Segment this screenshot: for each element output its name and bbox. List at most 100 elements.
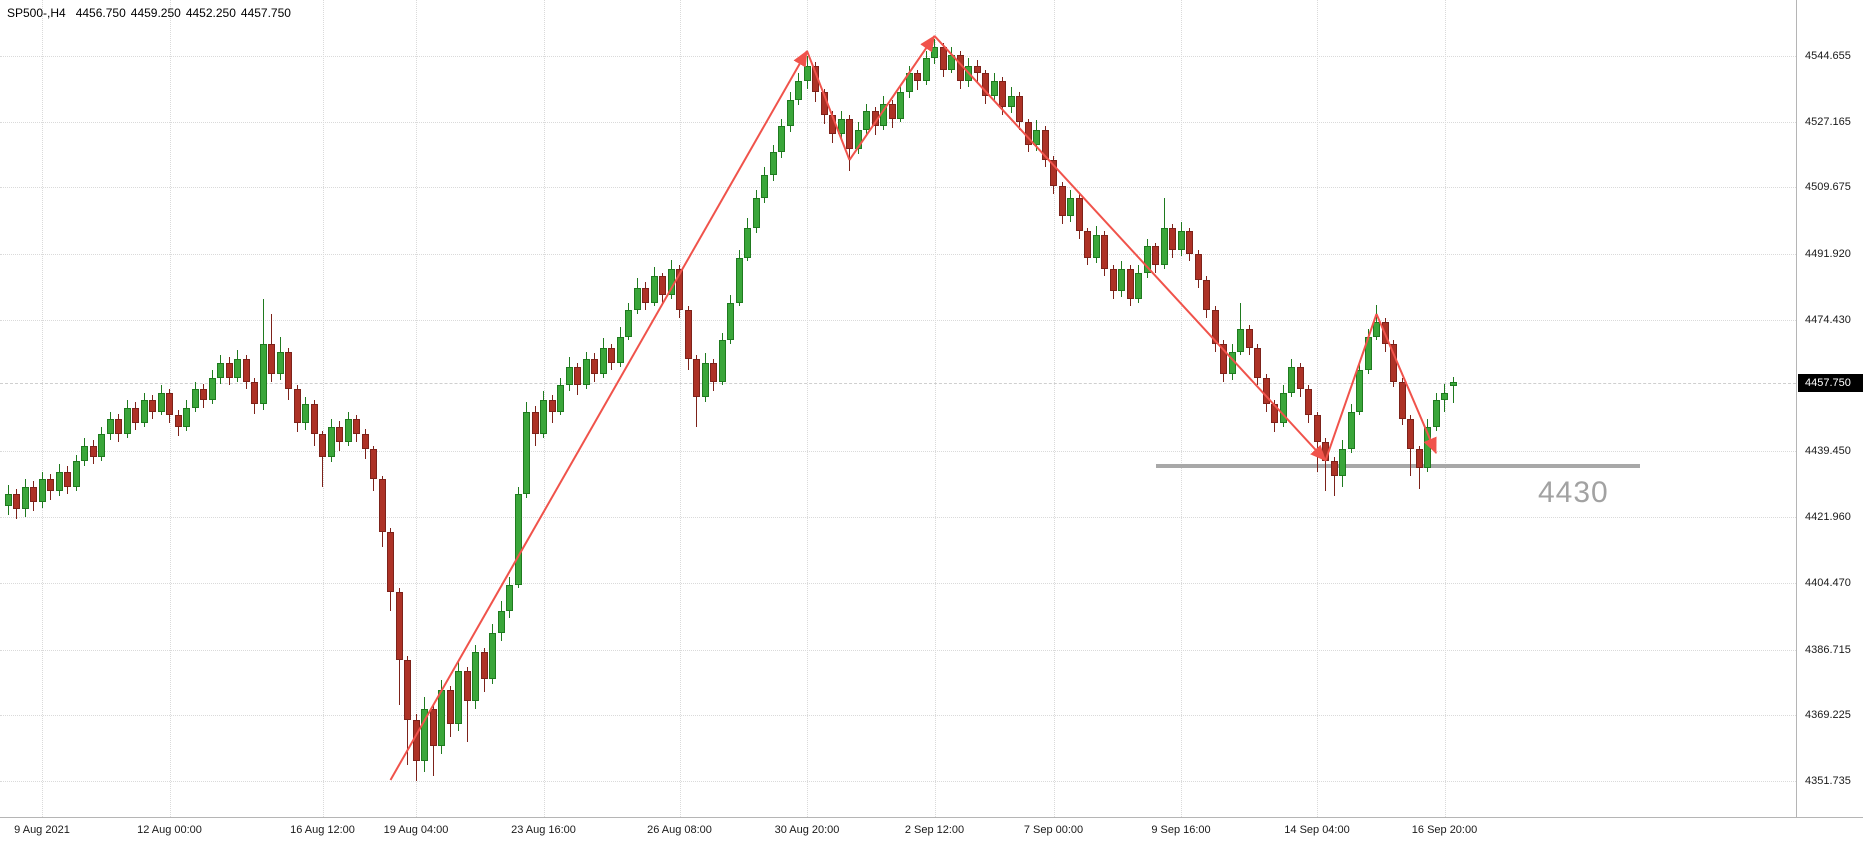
candle-body [718, 340, 726, 382]
candle-body [1407, 419, 1414, 450]
candle-body [251, 381, 258, 405]
candle-body [234, 359, 241, 378]
candle-body [1024, 122, 1032, 145]
candle-body [21, 486, 29, 510]
candle-body [285, 351, 292, 390]
candle-body [599, 347, 607, 375]
current-price-line [0, 382, 1796, 384]
candle-body [803, 65, 811, 81]
candle-body [1245, 329, 1253, 348]
time-axis-label: 16 Aug 12:00 [290, 824, 355, 836]
candle-body [1109, 268, 1117, 292]
price-axis-label: 4369.225 [1805, 709, 1851, 722]
candle-body [64, 471, 71, 487]
ohlc-low-value: 4452.250 [185, 6, 236, 20]
candle-body [1058, 186, 1066, 217]
price-axis[interactable]: 4457.750 4544.655 4527.165 4509.675 4491.92… [1796, 0, 1863, 817]
candle-body [659, 276, 666, 296]
candle-body [166, 392, 173, 416]
candle-body [310, 404, 318, 435]
price-axis-label: 4421.960 [1805, 511, 1851, 524]
candle-body [956, 54, 964, 81]
candle-body [276, 351, 284, 375]
candle-body [880, 103, 887, 127]
chart-plot-area[interactable]: 4430 SP500-,H4 4456.750 4459.250 4452.250 44… [0, 0, 1796, 817]
candle-body [1118, 268, 1125, 292]
price-axis-label: 4544.655 [1805, 50, 1851, 62]
candle-body [1356, 370, 1363, 412]
candle-body [557, 385, 564, 412]
candle-body [1424, 426, 1431, 469]
candle-body [1075, 197, 1083, 232]
price-axis-label: 4509.675 [1805, 181, 1851, 194]
candle-body [1398, 381, 1406, 420]
candle-body [1322, 441, 1329, 461]
candle-body [259, 344, 267, 405]
grid-line-h [0, 451, 1796, 453]
candle-body [72, 460, 80, 487]
ohlc-close-value: 4457.750 [240, 6, 291, 20]
candle-body [786, 99, 794, 127]
time-axis-label: 14 Sep 04:00 [1284, 824, 1350, 836]
candle-body [1067, 197, 1074, 217]
candle-body [1126, 268, 1134, 299]
candle-body [1143, 246, 1151, 273]
grid-line-h [0, 517, 1796, 519]
candle-body [378, 479, 386, 532]
candle-body [1364, 336, 1372, 371]
candle-body [769, 152, 777, 175]
candle-body [1432, 400, 1440, 427]
candle-body [1228, 351, 1236, 375]
candle-body [387, 531, 394, 593]
candle-body [395, 592, 403, 660]
candle-body [795, 81, 802, 100]
current-price-tag: 4457.750 [1798, 373, 1863, 392]
candle-body [1288, 366, 1295, 393]
candle-body [1330, 460, 1338, 476]
grid-line-h [0, 319, 1796, 321]
candles-layer [4, 38, 1457, 782]
time-axis-label: 26 Aug 08:00 [647, 824, 712, 836]
candle-body [55, 471, 63, 491]
candle-body [1390, 344, 1397, 382]
candle-body [506, 584, 513, 611]
grid-line-h [0, 582, 1796, 584]
grid-line-h [0, 780, 1796, 782]
candle-body [38, 479, 46, 502]
candle-body [1449, 382, 1457, 387]
candle-body [497, 610, 505, 634]
time-axis-label: 16 Sep 20:00 [1411, 824, 1478, 836]
candle-body [965, 65, 972, 81]
candle-body [1169, 227, 1176, 251]
candle-body [4, 494, 12, 506]
candle-body [676, 268, 683, 311]
price-axis-label: 4386.715 [1805, 643, 1851, 656]
candle-body [1203, 280, 1210, 311]
symbol-timeframe-label: SP500-,H4 [7, 6, 66, 20]
price-axis-label: 4474.430 [1805, 313, 1851, 326]
candle-body [225, 362, 233, 378]
candle-body [939, 47, 947, 70]
candle-body [81, 445, 88, 461]
candle-body [361, 434, 369, 450]
candle-body [480, 652, 488, 679]
candle-body [1194, 253, 1202, 281]
candle-body [999, 81, 1006, 108]
candle-body [89, 445, 97, 457]
candle-body [693, 359, 700, 397]
candle-body [344, 419, 352, 442]
candle-body [778, 126, 785, 153]
candle-body [1050, 159, 1057, 187]
time-axis[interactable]: 9 Aug 2021 12 Aug 00:00 16 Aug 12:00 19 Aug… [0, 817, 1863, 841]
candle-body [931, 47, 938, 59]
candle-body [863, 111, 870, 130]
candle-body [1381, 321, 1389, 345]
candle-wick [1452, 376, 1454, 404]
candle-body [846, 118, 853, 149]
support-level-line [1155, 464, 1640, 469]
candle-body [98, 434, 105, 457]
candle-body [115, 419, 122, 435]
candle-body [727, 302, 734, 341]
candle-body [455, 671, 462, 724]
time-axis-label: 9 Aug 2021 [14, 824, 70, 836]
